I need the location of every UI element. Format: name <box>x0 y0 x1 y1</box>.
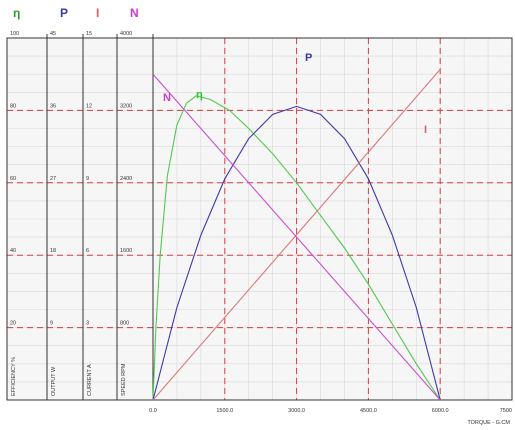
x-tick-label: 1500.0 <box>216 408 233 414</box>
header-symbol-2: I <box>96 6 99 20</box>
y-tick-label: 80 <box>10 103 16 109</box>
series-line-η <box>152 95 441 401</box>
series-line-P <box>152 105 441 401</box>
x-axis-title: TORQUE - G.CM <box>467 420 510 426</box>
x-tick-label: 0.0 <box>149 408 157 414</box>
y-axis-title: OUTPUT W <box>51 366 57 396</box>
y-tick-label: 3200 <box>120 103 132 109</box>
y-tick-label: 2400 <box>120 176 132 182</box>
x-axis: 0.0 1500.0 3000.0 4500.0 6000.0 7500 TORQUE - … <box>149 408 512 426</box>
y-tick-label: 45 <box>50 31 56 37</box>
x-tick-label: 6000.0 <box>432 408 449 414</box>
series-line-N <box>152 73 441 401</box>
x-tick-label: 3000.0 <box>288 408 305 414</box>
series-line-I <box>152 69 441 401</box>
y-tick-label: 9 <box>50 321 53 327</box>
header-symbol-3: N <box>130 6 139 20</box>
y-axis-title: CURRENT A <box>87 364 93 396</box>
y-tick-label: 20 <box>10 321 16 327</box>
y-axis-title: EFFICIENCY % <box>11 357 17 396</box>
series-curves: η P I N <box>152 52 441 401</box>
header-symbol-1: P <box>60 6 68 20</box>
y-tick-label: 100 <box>10 31 19 37</box>
y-tick-label: 60 <box>10 176 16 182</box>
series-label-P: P <box>305 52 312 64</box>
plot-frame <box>6 37 513 401</box>
y-tick-label: 18 <box>50 248 56 254</box>
y-tick-label: 6 <box>86 248 89 254</box>
x-tick-label: 4500.0 <box>360 408 377 414</box>
y-tick-label: 40 <box>10 248 16 254</box>
header-symbol-0: η <box>13 6 20 20</box>
y-tick-label: 15 <box>86 31 92 37</box>
series-label-I: I <box>424 124 427 136</box>
y-tick-label: 1600 <box>120 248 132 254</box>
x-tick-label: 7500 <box>500 408 512 414</box>
y-tick-label: 3 <box>86 321 89 327</box>
y-tick-label: 12 <box>86 103 92 109</box>
y-tick-label: 4000 <box>120 31 132 37</box>
y-axis-title: SPEED RPM <box>121 363 127 396</box>
series-label-N: N <box>163 92 171 104</box>
y-tick-label: 27 <box>50 176 56 182</box>
y-tick-label: 36 <box>50 103 56 109</box>
y-tick-label: 800 <box>120 321 129 327</box>
y-tick-label: 9 <box>86 176 89 182</box>
grid-lines <box>7 38 512 400</box>
series-label-η: η <box>196 89 203 101</box>
